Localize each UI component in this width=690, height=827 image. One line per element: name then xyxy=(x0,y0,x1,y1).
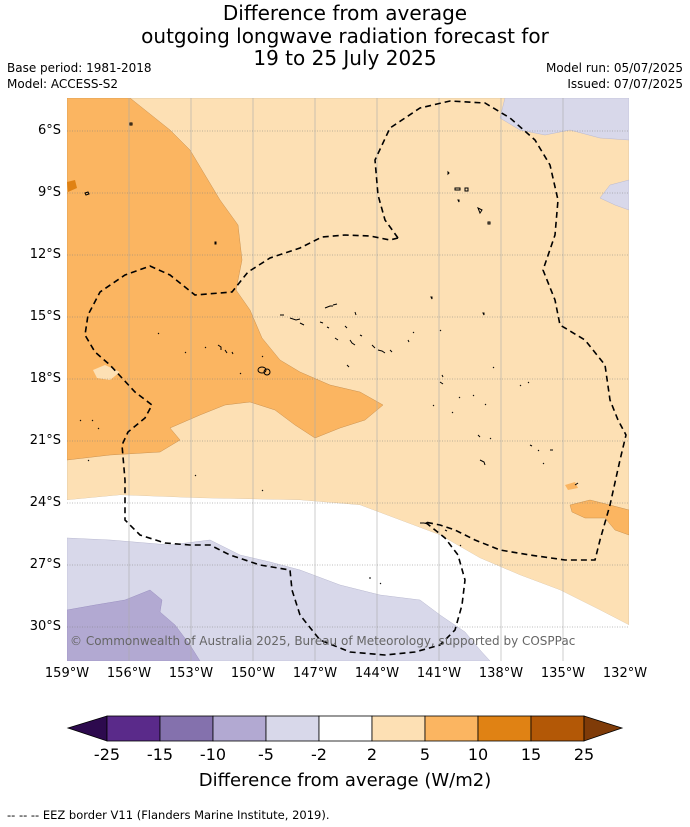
lat-label-15s: 15°S xyxy=(29,309,61,324)
colorbar-extend-high xyxy=(583,715,624,742)
lat-label-18s: 18°S xyxy=(29,371,61,386)
model-run: Model run: 05/07/2025 xyxy=(545,61,683,75)
colorbar-tick: 5 xyxy=(419,745,431,764)
colorbar-tick: 15 xyxy=(520,745,542,764)
colorbar-tick: 2 xyxy=(366,745,378,764)
lat-label-9s: 9°S xyxy=(37,185,61,200)
map-area xyxy=(67,98,629,661)
lon-label-138w: 138°W xyxy=(478,666,524,681)
colorbar-tick: 25 xyxy=(573,745,595,764)
lon-label-135w: 135°W xyxy=(540,666,586,681)
colorbar-title: Difference from average (W/m2) xyxy=(198,770,492,791)
lon-label-159w: 159°W xyxy=(44,666,90,681)
anomaly-neg-region-strong xyxy=(67,589,201,661)
lon-label-156w: 156°W xyxy=(106,666,152,681)
lon-label-144w: 144°W xyxy=(354,666,400,681)
title-line-3: 19 to 25 July 2025 xyxy=(253,46,437,70)
eez-borders xyxy=(84,100,627,656)
lon-label-141w: 141°W xyxy=(416,666,462,681)
colorbar-tick: -2 xyxy=(311,745,327,764)
lat-label-21s: 21°S xyxy=(29,433,61,448)
colorbar-tick: -25 xyxy=(93,745,121,764)
issued-date: Issued: 07/07/2025 xyxy=(567,77,683,91)
base-period: Base period: 1981-2018 xyxy=(7,61,152,75)
lat-label-12s: 12°S xyxy=(29,247,61,262)
meta-left: Base period: 1981-2018 Model: ACCESS-S2 xyxy=(7,60,152,92)
lon-label-153w: 153°W xyxy=(168,666,214,681)
lon-label-150w: 150°W xyxy=(230,666,276,681)
lat-label-6s: 6°S xyxy=(37,123,61,138)
anomaly-5-10-region xyxy=(67,98,384,461)
eez-footnote: -- -- -- EEZ border V11 (Flanders Marine… xyxy=(7,808,330,822)
lat-label-24s: 24°S xyxy=(29,495,61,510)
map-title: Difference from average outgoing longwav… xyxy=(0,2,690,70)
title-line-2: outgoing longwave radiation forecast for xyxy=(141,23,549,48)
lat-label-27s: 27°S xyxy=(29,557,61,572)
colorbar-tick: -15 xyxy=(146,745,174,764)
anomaly-neg-region-ne xyxy=(499,98,629,141)
lon-label-132w: 132°W xyxy=(602,666,648,681)
islands xyxy=(79,122,579,585)
colorbar-tick: -10 xyxy=(199,745,227,764)
meta-right: Model run: 05/07/2025 Issued: 07/07/2025 xyxy=(546,60,683,92)
colorbar-tick: 10 xyxy=(467,745,489,764)
title-line-1: Difference from average xyxy=(222,1,468,25)
colorbar-extend-low xyxy=(66,715,108,742)
colorbar xyxy=(66,715,624,742)
model-name: Model: ACCESS-S2 xyxy=(7,77,119,91)
lon-label-147w: 147°W xyxy=(292,666,338,681)
copyright-notice: © Commonwealth of Australia 2025, Bureau… xyxy=(70,634,576,648)
lat-label-30s: 30°S xyxy=(29,619,61,634)
colorbar-tick: -5 xyxy=(258,745,274,764)
